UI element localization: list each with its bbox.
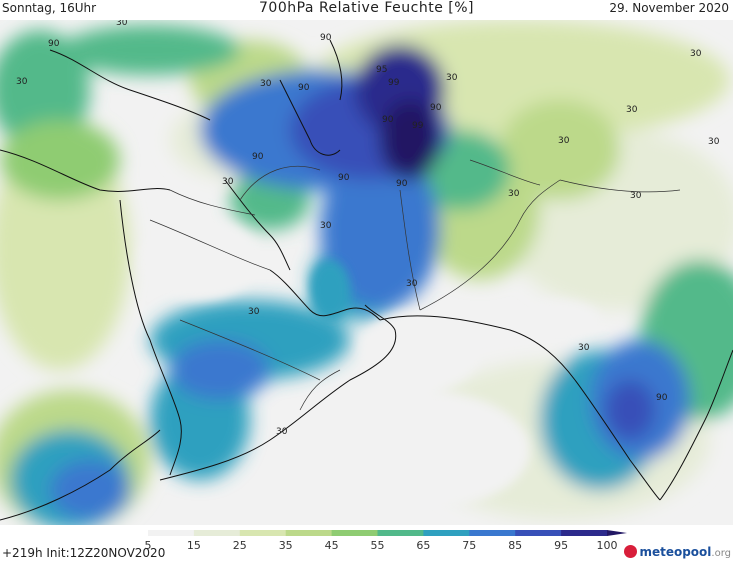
legend-tick-label: 45 (324, 539, 339, 552)
contour-label: 30 (222, 177, 234, 187)
map-title: 700hPa Relative Feuchte [%] (259, 0, 474, 16)
contour-label: 30 (708, 137, 720, 147)
contour-label: 30 (630, 191, 642, 201)
contour-label: 90 (656, 393, 668, 403)
contour-label: 90 (338, 173, 350, 183)
legend-tick-label: 95 (554, 539, 569, 552)
contour-label: 30 (16, 77, 28, 87)
valid-date: 29. November 2020 (609, 1, 729, 15)
contour-label: 30 (690, 49, 702, 59)
contour-label: 90 (430, 103, 442, 113)
contour-label: 30 (406, 279, 418, 289)
coastlines (0, 39, 733, 521)
contour-label: 30 (276, 427, 288, 437)
contour-label: 30 (116, 20, 128, 28)
legend-swatch (148, 530, 195, 536)
legend-tick-label: 5 (144, 539, 152, 552)
contour-label: 90 (320, 33, 332, 43)
contour-label: 95 (376, 65, 387, 75)
contour-label: 30 (320, 221, 332, 231)
contour-label: 90 (382, 115, 394, 125)
brand-name: meteopool (639, 545, 712, 559)
legend-tick-label: 15 (186, 539, 201, 552)
map-canvas: 90 90 95 99 90 90 99 90 90 90 90 30 30 3… (0, 20, 733, 525)
contour-label: 30 (446, 73, 458, 83)
legend-swatch (285, 530, 333, 536)
contour-label: 30 (248, 307, 260, 317)
contour-label: 99 (388, 78, 400, 88)
legend-tick-label: 85 (508, 539, 523, 552)
legend-tick-label: 55 (370, 539, 385, 552)
brand-suffix: .org (711, 548, 731, 559)
legend-tick-label: 35 (278, 539, 293, 552)
legend-tick-label: 100 (596, 539, 618, 552)
map-header: Sonntag, 16Uhr 700hPa Relative Feuchte [… (0, 0, 733, 20)
country-borders (149, 159, 681, 411)
legend-colorbar (148, 530, 627, 536)
legend-tick-label: 25 (232, 539, 247, 552)
contour-label: 30 (558, 136, 570, 146)
contour-label: 90 (252, 152, 264, 162)
legend-swatch (377, 530, 424, 536)
legend-swatch (561, 530, 608, 536)
brand-logo[interactable]: meteopool.org (624, 545, 731, 559)
legend-swatch (331, 530, 378, 536)
logo-icon (624, 545, 638, 558)
valid-day-time: Sonntag, 16Uhr (2, 1, 97, 15)
contour-label: 90 (396, 179, 408, 189)
contour-labels: 90 90 95 99 90 90 99 90 90 90 90 30 30 3… (16, 20, 720, 437)
legend-swatch (423, 530, 470, 536)
contour-label: 30 (508, 189, 520, 199)
contour-label: 90 (298, 83, 310, 93)
contour-label: 30 (626, 105, 638, 115)
humidity-map: 90 90 95 99 90 90 99 90 90 90 90 30 30 3… (0, 20, 733, 525)
contour-label: 30 (260, 79, 272, 89)
legend-tick-label: 75 (462, 539, 477, 552)
forecast-init-info: +219h Init:12Z20NOV2020 (2, 546, 166, 560)
legend-arrow (607, 530, 627, 536)
legend-swatch (193, 530, 241, 536)
legend-swatch (239, 530, 287, 536)
legend-tick-label: 65 (416, 539, 431, 552)
contour-label: 90 (48, 39, 60, 49)
contour-label: 30 (578, 343, 590, 353)
legend-swatch (515, 530, 562, 536)
legend-swatch (469, 530, 516, 536)
humidity-detail (140, 220, 600, 510)
contour-label: 99 (412, 121, 424, 131)
color-legend: 5 15 25 35 45 55 65 75 85 95 100 (0, 525, 733, 566)
